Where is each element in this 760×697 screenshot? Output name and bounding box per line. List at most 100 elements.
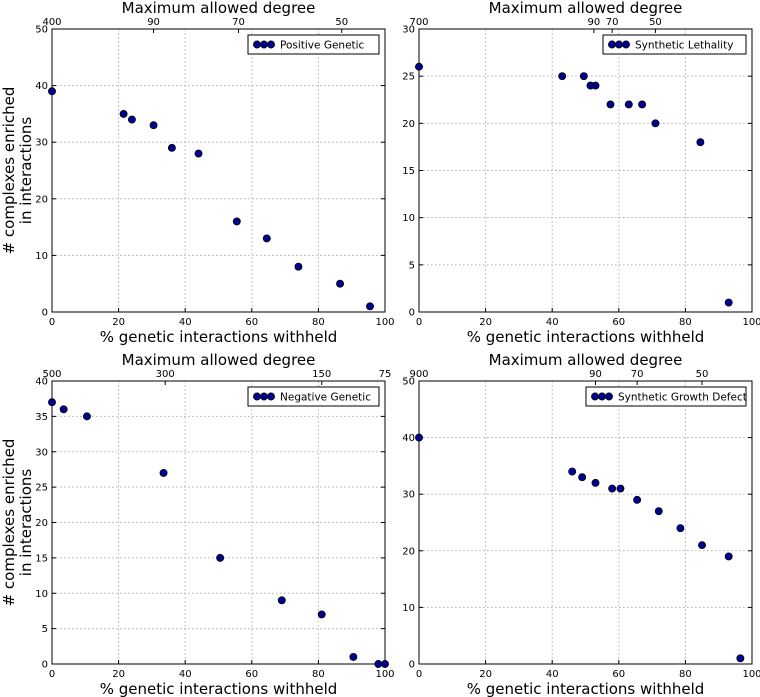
data-point xyxy=(624,100,633,109)
top-tick-label: 75 xyxy=(379,369,392,380)
y-axis-label-line: # complexes enriched xyxy=(0,439,18,607)
y-tick-label: 30 xyxy=(35,138,48,149)
x-tick-label: 100 xyxy=(375,669,394,680)
legend-marker xyxy=(608,40,616,49)
legend-box xyxy=(602,34,747,55)
top-tick-label: 90 xyxy=(587,17,600,28)
legend-marker xyxy=(253,40,261,49)
data-point xyxy=(558,72,567,81)
top-tick-label: 150 xyxy=(312,369,331,380)
y-tick-label: 35 xyxy=(35,412,48,423)
top-tick-label: 50 xyxy=(335,17,348,28)
data-point xyxy=(633,495,642,504)
x-axis-label: % genetic interactions withheld xyxy=(100,328,338,346)
x-tick-label: 40 xyxy=(546,317,559,328)
top-tick-label: 500 xyxy=(42,369,61,380)
data-point xyxy=(232,217,241,226)
data-point xyxy=(606,100,615,109)
y-tick-label: 25 xyxy=(35,483,48,494)
y-tick-label: 5 xyxy=(42,624,48,635)
data-point xyxy=(568,467,577,476)
top-tick-label: 300 xyxy=(156,369,175,380)
data-point xyxy=(696,138,705,147)
top-tick-label: 900 xyxy=(409,369,428,380)
legend-marker xyxy=(253,392,261,401)
y-tick-label: 40 xyxy=(402,433,415,444)
y-tick-label: 30 xyxy=(402,25,415,36)
legend-label: Synthetic Lethality xyxy=(635,40,733,52)
x-tick-label: 60 xyxy=(612,669,625,680)
y-tick-label: 20 xyxy=(402,119,415,130)
y-tick-label: 10 xyxy=(35,251,48,262)
data-point xyxy=(317,610,326,619)
data-point xyxy=(654,507,663,516)
y-tick-label: 40 xyxy=(35,81,48,92)
y-tick-label: 50 xyxy=(35,25,48,36)
y-tick-label: 15 xyxy=(35,553,48,564)
y-tick-label: 20 xyxy=(402,546,415,557)
x-tick-label: 20 xyxy=(112,669,125,680)
x-tick-label: 100 xyxy=(375,317,394,328)
plot-frame xyxy=(51,380,386,665)
data-point xyxy=(336,279,344,288)
data-point xyxy=(578,473,587,482)
data-point xyxy=(616,484,625,493)
x-axis-label: % genetic interactions withheld xyxy=(100,680,338,697)
top-tick-label: 70 xyxy=(232,17,245,28)
chart-title: Maximum allowed degree xyxy=(122,0,316,17)
legend-box xyxy=(247,34,380,55)
y-tick-label: 15 xyxy=(402,166,415,177)
data-point xyxy=(262,234,271,243)
data-point xyxy=(167,143,176,152)
y-tick-label: 30 xyxy=(402,490,415,501)
data-point xyxy=(579,72,588,81)
legend-marker xyxy=(260,40,268,49)
x-tick-label: 40 xyxy=(179,669,192,680)
y-axis-label-line: in interactions xyxy=(17,469,35,577)
legend-label: Positive Genetic xyxy=(280,40,365,52)
x-tick-label: 80 xyxy=(312,317,325,328)
y-tick-label: 10 xyxy=(35,589,48,600)
data-point xyxy=(638,100,647,109)
chart-title: Maximum allowed degree xyxy=(489,0,683,17)
x-tick-label: 60 xyxy=(612,317,625,328)
data-point xyxy=(651,119,660,128)
data-point xyxy=(59,405,68,414)
y-tick-label: 30 xyxy=(35,447,48,458)
chart-title: Maximum allowed degree xyxy=(489,351,683,369)
legend-label: Synthetic Growth Defect xyxy=(618,392,747,404)
x-tick-label: 40 xyxy=(179,317,192,328)
data-point xyxy=(294,262,303,271)
data-point xyxy=(48,398,56,407)
x-tick-label: 0 xyxy=(49,317,55,328)
y-tick-label: 25 xyxy=(402,72,415,83)
y-tick-label: 50 xyxy=(402,377,415,388)
y-tick-label: 20 xyxy=(35,518,48,529)
legend-box xyxy=(585,386,747,407)
y-axis-label: # complexes enrichedin interactions xyxy=(0,87,35,255)
top-tick-label: 70 xyxy=(606,17,619,28)
x-axis-label: % genetic interactions withheld xyxy=(467,680,705,697)
x-tick-label: 60 xyxy=(245,317,258,328)
x-tick-label: 20 xyxy=(479,669,492,680)
plot-frame xyxy=(51,28,386,313)
legend-box xyxy=(247,386,380,407)
x-tick-label: 100 xyxy=(742,669,760,680)
x-tick-label: 20 xyxy=(479,317,492,328)
data-point xyxy=(127,115,136,124)
data-point xyxy=(698,541,707,550)
legend-marker xyxy=(598,392,606,401)
data-point xyxy=(724,298,733,307)
plot-frame xyxy=(418,28,753,313)
data-point xyxy=(415,433,423,442)
x-tick-label: 100 xyxy=(742,317,760,328)
x-tick-label: 80 xyxy=(679,317,692,328)
legend: Negative Genetic xyxy=(247,386,380,407)
x-tick-label: 0 xyxy=(416,317,422,328)
y-tick-label: 10 xyxy=(402,213,415,224)
data-point xyxy=(277,596,286,605)
